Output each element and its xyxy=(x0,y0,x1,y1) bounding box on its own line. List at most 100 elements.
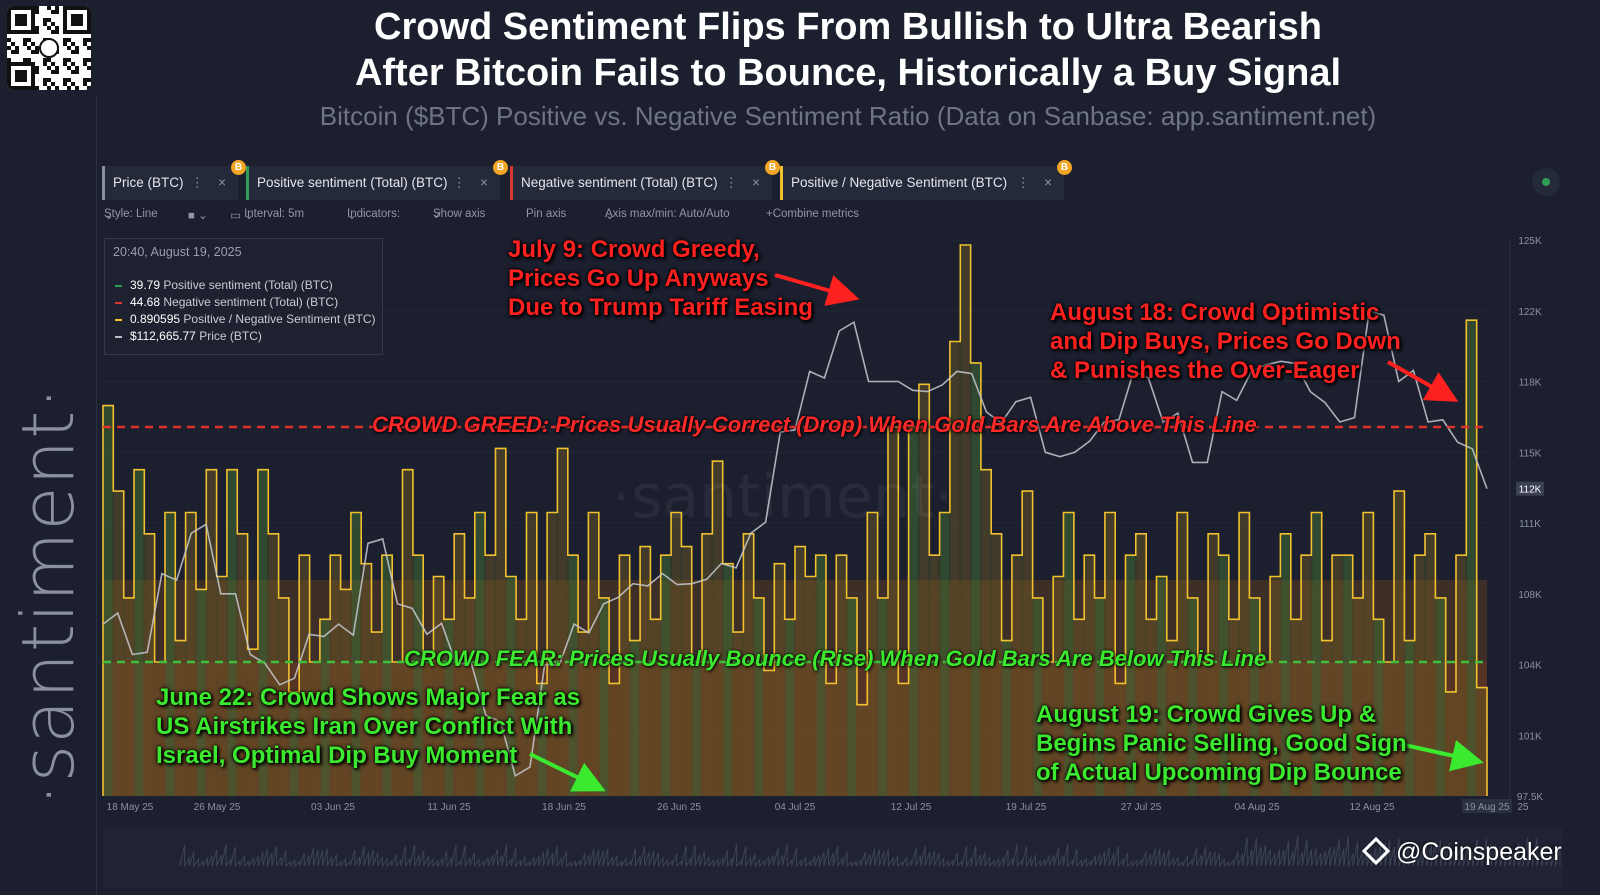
ratio-bar xyxy=(382,555,392,796)
pro-badge-icon: B xyxy=(1057,160,1072,175)
timeline-navigator xyxy=(103,828,1563,888)
combine-metrics-button[interactable]: + Combine metrics xyxy=(766,208,859,220)
close-icon[interactable]: × xyxy=(1044,175,1052,190)
ratio-bar xyxy=(496,448,505,796)
ratio-bar xyxy=(889,427,898,796)
show-axis-toggle[interactable]: Show axis ✓ xyxy=(433,208,486,222)
ratio-bar xyxy=(1467,320,1476,796)
close-icon[interactable]: × xyxy=(752,175,760,190)
ratio-bar xyxy=(806,576,815,796)
x-axis-tick-label: 19 Jul 25 xyxy=(1006,802,1047,813)
ratio-bar xyxy=(258,469,268,796)
ratio-bar xyxy=(1343,555,1352,796)
ratio-bar xyxy=(279,597,288,796)
tooltip-timestamp: 20:40, August 19, 2025 xyxy=(113,245,242,259)
ratio-bar xyxy=(1384,662,1393,796)
ratio-bar xyxy=(372,632,381,796)
ratio-bar xyxy=(434,576,443,796)
coinspeaker-logo-icon xyxy=(1361,837,1391,866)
ratio-bar xyxy=(827,683,836,796)
coinspeaker-credit: @Coinspeaker xyxy=(1361,837,1562,867)
status-indicator[interactable] xyxy=(1532,168,1560,196)
ratio-bar xyxy=(351,512,361,796)
ratio-bar xyxy=(703,533,712,796)
ratio-bar xyxy=(1126,555,1135,796)
divider xyxy=(96,96,97,895)
arrow-aug19 xyxy=(1399,740,1484,772)
tooltip-row: $112,665.77 Price (BTC) xyxy=(115,329,262,343)
x-axis-tick-label: 03 Jun 25 xyxy=(311,802,355,813)
ratio-bar xyxy=(444,619,454,796)
brand-rail: ·santiment· xyxy=(0,96,96,895)
ratio-bar xyxy=(599,597,609,796)
x-axis-tick-label: 19 Aug 25 xyxy=(1464,802,1509,813)
metric-chip-negative[interactable]: Negative sentiment (Total) (BTC) ⋮ × B xyxy=(510,160,780,200)
ratio-bar xyxy=(135,469,144,796)
y-axis-tick-label: 111K xyxy=(1519,519,1541,530)
tooltip-row: 0.890595 Positive / Negative Sentiment (… xyxy=(115,312,375,326)
ratio-bar xyxy=(1312,512,1321,796)
ratio-bar xyxy=(166,512,175,796)
ratio-bar xyxy=(981,469,991,796)
ratio-bar xyxy=(1426,533,1435,796)
more-options-icon[interactable]: ⋮ xyxy=(190,175,205,190)
ratio-bar xyxy=(961,245,970,796)
navigator-sparkline xyxy=(179,835,1561,868)
x-axis-tick-label: 26 May 25 xyxy=(194,802,241,813)
y-axis-tick-label: 108K xyxy=(1518,590,1542,601)
indicators-selector[interactable]: Indicators: ⌄ xyxy=(347,208,401,222)
ratio-bar xyxy=(1395,491,1404,796)
y-axis-tick-label: 122K xyxy=(1518,307,1542,318)
ratio-bar xyxy=(248,649,257,796)
arrow-july9 xyxy=(774,273,860,306)
ratio-bar xyxy=(506,576,516,796)
ratio-bar xyxy=(1064,512,1073,796)
metric-chip-ratio[interactable]: Positive / Negative Sentiment (BTC) ⋮ × … xyxy=(780,160,1072,200)
ratio-bar xyxy=(878,597,887,796)
chip-label: Positive / Negative Sentiment (BTC) xyxy=(791,175,1008,190)
ratio-bar xyxy=(775,563,784,796)
close-icon[interactable]: × xyxy=(480,175,488,190)
negative-sentiment-area xyxy=(103,662,1487,796)
price-line xyxy=(102,309,1488,778)
more-options-icon[interactable]: ⋮ xyxy=(1016,175,1031,190)
x-axis-tick-label: 04 Aug 25 xyxy=(1234,802,1279,813)
metric-chip-price[interactable]: Price (BTC) ⋮ × B xyxy=(102,160,246,200)
style-selector[interactable]: Style: Line ⌄ xyxy=(104,208,158,222)
axis-minmax-selector[interactable]: Axis max/min: Auto/Auto ⌄ xyxy=(605,208,730,222)
ratio-bar xyxy=(672,512,681,796)
x-axis-tick-label: 04 Jul 25 xyxy=(775,802,816,813)
pro-badge-icon: B xyxy=(765,160,780,175)
ratio-bar xyxy=(692,662,701,796)
ratio-bar xyxy=(734,632,743,796)
ratio-bar xyxy=(1136,533,1146,796)
ratio-bars-fill xyxy=(103,245,1487,796)
ratio-bar xyxy=(300,555,309,796)
pro-badge-icon: B xyxy=(493,160,508,175)
interval-selector[interactable]: ▭ Interval: 5m ⌄ xyxy=(230,208,305,222)
more-options-icon[interactable]: ⋮ xyxy=(452,175,467,190)
ratio-bar xyxy=(1095,597,1104,796)
ratio-bar xyxy=(1281,533,1290,796)
color-selector[interactable]: ■ ⌄ xyxy=(188,210,208,222)
annotation-aug18: August 18: Crowd Optimistic and Dip Buys… xyxy=(1050,299,1401,384)
chip-label: Positive sentiment (Total) (BTC) xyxy=(257,175,448,190)
ratio-bar xyxy=(682,546,691,796)
series-marker xyxy=(115,335,122,338)
close-icon[interactable]: × xyxy=(218,175,226,190)
ratio-bar xyxy=(517,619,526,796)
pro-badge-icon: B xyxy=(231,160,246,175)
more-options-icon[interactable]: ⋮ xyxy=(724,175,739,190)
ratio-bar xyxy=(558,448,567,796)
pin-axis-toggle[interactable]: Pin axis xyxy=(526,208,567,220)
ratio-bar xyxy=(1209,533,1218,796)
ratio-bar xyxy=(104,405,113,796)
series-marker xyxy=(115,284,122,287)
ratio-bar xyxy=(1271,576,1280,796)
x-axis-tick-label: 18 Jun 25 xyxy=(542,802,586,813)
metric-chip-positive[interactable]: Positive sentiment (Total) (BTC) ⋮ × B xyxy=(246,160,508,200)
ratio-bar xyxy=(527,512,536,796)
tooltip-row: 44.68 Negative sentiment (Total) (BTC) xyxy=(115,295,338,309)
current-price-badge xyxy=(1516,481,1544,496)
ratio-bar xyxy=(630,640,639,796)
